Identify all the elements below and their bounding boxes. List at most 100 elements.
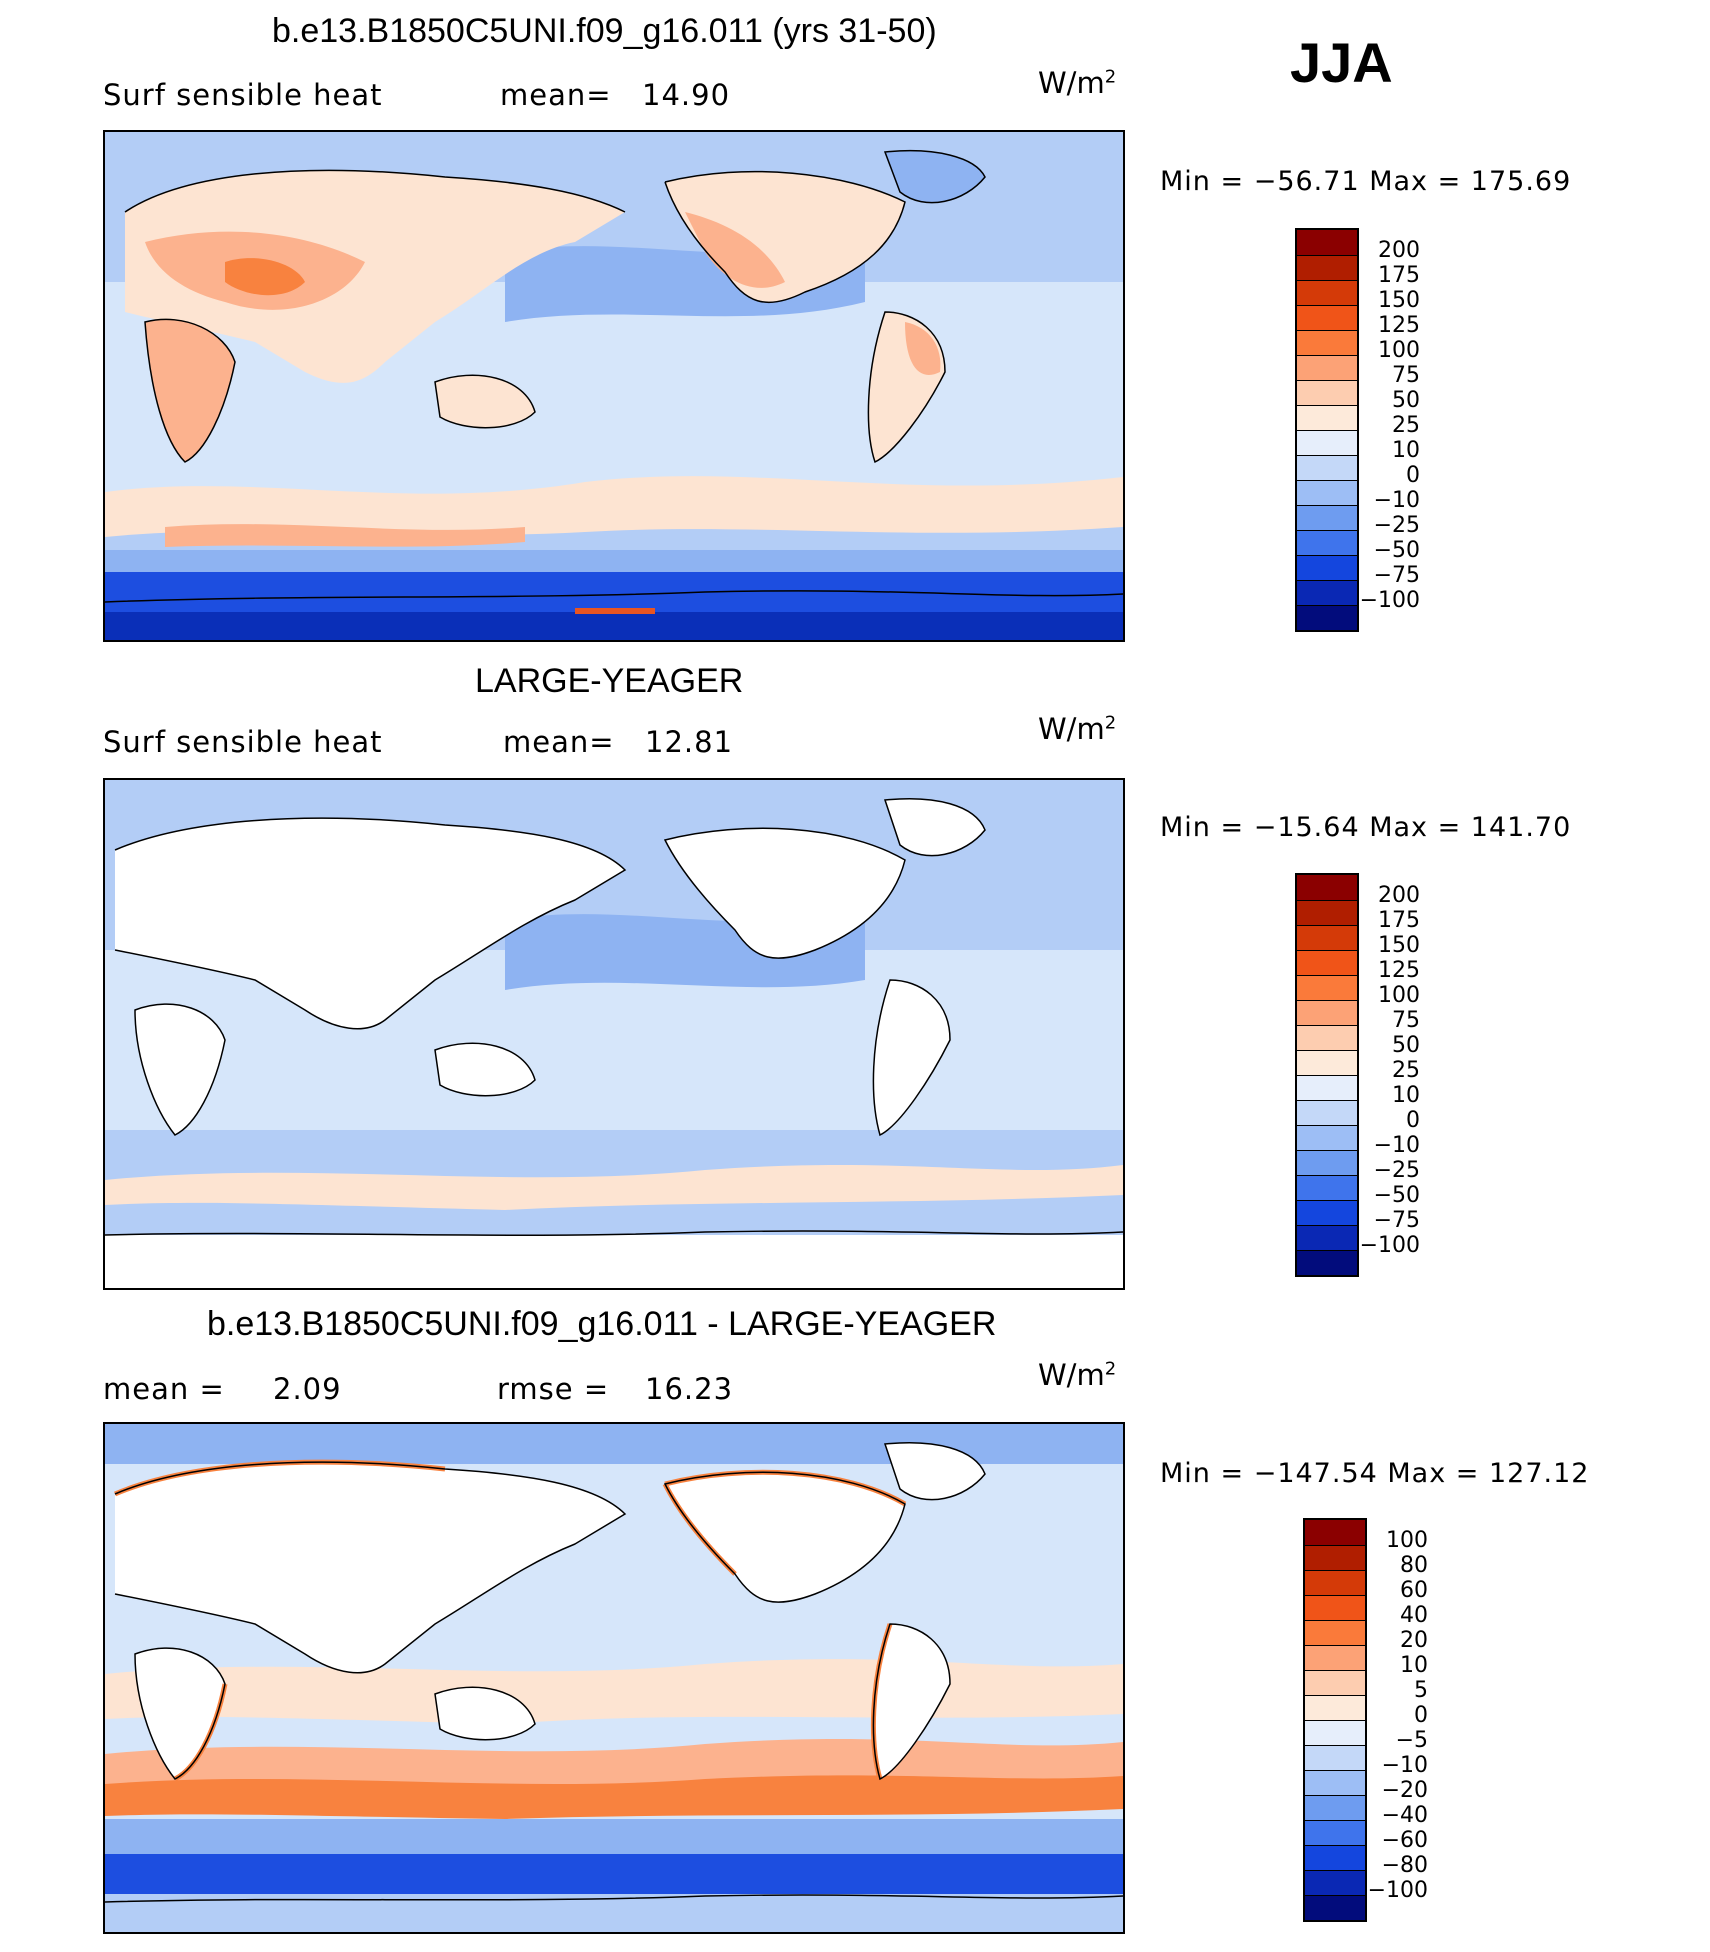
colorbar-swatch	[1297, 1200, 1357, 1225]
panel3-mean-value: 2.09	[273, 1372, 342, 1406]
colorbar-tick-label: 75	[1392, 363, 1420, 388]
colorbar-swatch	[1305, 1545, 1365, 1570]
panel2-colorbar	[1295, 873, 1359, 1277]
colorbar-swatch	[1297, 1150, 1357, 1175]
colorbar-swatch	[1305, 1645, 1365, 1670]
colorbar-swatch	[1297, 480, 1357, 505]
southern-warm-band	[105, 476, 1123, 537]
southern-hot-band	[105, 1775, 1123, 1819]
panel2-field-label: Surf sensible heat	[103, 725, 383, 759]
colorbar-tick-label: −10	[1373, 488, 1420, 513]
colorbar-tick-label: 0	[1406, 1108, 1420, 1133]
colorbar-swatch	[1297, 405, 1357, 430]
colorbar-swatch	[1305, 1745, 1365, 1770]
colorbar-swatch	[1305, 1770, 1365, 1795]
south-america-land	[873, 1624, 950, 1779]
colorbar-tick-label: 175	[1378, 263, 1420, 288]
colorbar-swatch	[1305, 1820, 1365, 1845]
colorbar-tick-label: 100	[1378, 338, 1420, 363]
colorbar-tick-label: 0	[1414, 1703, 1428, 1728]
colorbar-swatch	[1297, 1050, 1357, 1075]
colorbar-tick-label: 50	[1392, 1033, 1420, 1058]
australia-land	[435, 1043, 535, 1096]
panel1-colorbar-labels: 200 175 150 125 100 75 50 25 10 0 −10 −25 −50 −75 −100	[1360, 238, 1420, 620]
greenland-land	[885, 1442, 985, 1500]
colorbar-tick-label: 50	[1392, 388, 1420, 413]
units-text: W/m	[1038, 712, 1105, 746]
panel2-mean-value: 12.81	[645, 725, 734, 759]
panel1-title: b.e13.B1850C5UNI.f09_g16.011 (yrs 31-50)	[272, 12, 937, 50]
colorbar-tick-label: −10	[1381, 1753, 1428, 1778]
colorbar-swatch	[1305, 1895, 1365, 1920]
colorbar-tick-label: 20	[1400, 1628, 1428, 1653]
panel3-colorbar-swatches	[1305, 1520, 1365, 1920]
colorbar-tick-label: 25	[1392, 413, 1420, 438]
panel2-map-svg	[105, 780, 1123, 1288]
eurasia-land	[125, 170, 625, 383]
colorbar-tick-label: 80	[1400, 1553, 1428, 1578]
colorbar-swatch	[1297, 1100, 1357, 1125]
colorbar-tick-label: 200	[1378, 883, 1420, 908]
colorbar-swatch	[1297, 605, 1357, 630]
colorbar-tick-label: 100	[1386, 1528, 1428, 1553]
colorbar-swatch	[1297, 580, 1357, 605]
colorbar-tick-label: −5	[1395, 1728, 1428, 1753]
colorbar-swatch	[1305, 1845, 1365, 1870]
colorbar-tick-label: 25	[1392, 1058, 1420, 1083]
season-label: JJA	[1290, 31, 1393, 94]
tropical-warm-band	[105, 1659, 1123, 1724]
colorbar-tick-label: −40	[1381, 1803, 1428, 1828]
panel1-field-label: Surf sensible heat	[103, 78, 383, 112]
colorbar-swatch	[1305, 1720, 1365, 1745]
panel3-rmse-value: 16.23	[645, 1372, 734, 1406]
units-text: W/m	[1038, 66, 1105, 100]
colorbar-tick-label: −25	[1373, 1158, 1420, 1183]
colorbar-swatch	[1305, 1595, 1365, 1620]
panel3-rmse-label: rmse =	[497, 1372, 610, 1406]
panel2-map	[103, 778, 1125, 1290]
southern-warm-streak	[165, 524, 525, 547]
panel3-units: W/m2	[1038, 1358, 1116, 1392]
colorbar-swatch	[1305, 1695, 1365, 1720]
australia-land	[435, 375, 535, 428]
panel3-title: b.e13.B1850C5UNI.f09_g16.011 - LARGE-YEA…	[207, 1305, 997, 1343]
colorbar-tick-label: −20	[1381, 1778, 1428, 1803]
colorbar-swatch	[1297, 455, 1357, 480]
colorbar-swatch	[1297, 305, 1357, 330]
panel2-title: LARGE-YEAGER	[475, 662, 744, 700]
australia-land	[435, 1687, 535, 1740]
greenland-land	[885, 150, 985, 203]
colorbar-tick-label: −75	[1373, 563, 1420, 588]
panel1-units: W/m2	[1038, 66, 1116, 100]
coastlines	[105, 1442, 1123, 1903]
colorbar-tick-label: −80	[1381, 1853, 1428, 1878]
colorbar-tick-label: 0	[1406, 463, 1420, 488]
colorbar-swatch	[1297, 330, 1357, 355]
colorbar-tick-label: −10	[1373, 1133, 1420, 1158]
colorbar-tick-label: 175	[1378, 908, 1420, 933]
colorbar-swatch	[1297, 255, 1357, 280]
coastlines	[105, 149, 1123, 603]
colorbar-tick-label: −50	[1373, 538, 1420, 563]
colorbar-swatch	[1297, 530, 1357, 555]
panel1-mean-value: 14.90	[642, 78, 731, 112]
colorbar-swatch	[1297, 1125, 1357, 1150]
colorbar-tick-label: 40	[1400, 1603, 1428, 1628]
units-superscript: 2	[1104, 1358, 1117, 1380]
colorbar-swatch	[1297, 505, 1357, 530]
colorbar-tick-label: −60	[1381, 1828, 1428, 1853]
colorbar-tick-label: −100	[1359, 1233, 1420, 1258]
eurasia-land	[115, 1462, 625, 1673]
colorbar-tick-label: 200	[1378, 238, 1420, 263]
colorbar-swatch	[1297, 1075, 1357, 1100]
panel3-map	[103, 1422, 1125, 1934]
colorbar-tick-label: 5	[1414, 1678, 1428, 1703]
africa-land	[145, 319, 235, 462]
colorbar-tick-label: 75	[1392, 1008, 1420, 1033]
panel2-colorbar-swatches	[1297, 875, 1357, 1275]
colorbar-swatch	[1297, 1175, 1357, 1200]
panel3-colorbar-labels: 100 80 60 40 20 10 5 0 −5 −10 −20 −40 −60 −80 −100	[1368, 1528, 1428, 1910]
southern-blue-band	[105, 550, 1123, 572]
units-superscript: 2	[1104, 712, 1117, 734]
colorbar-swatch	[1297, 1250, 1357, 1275]
